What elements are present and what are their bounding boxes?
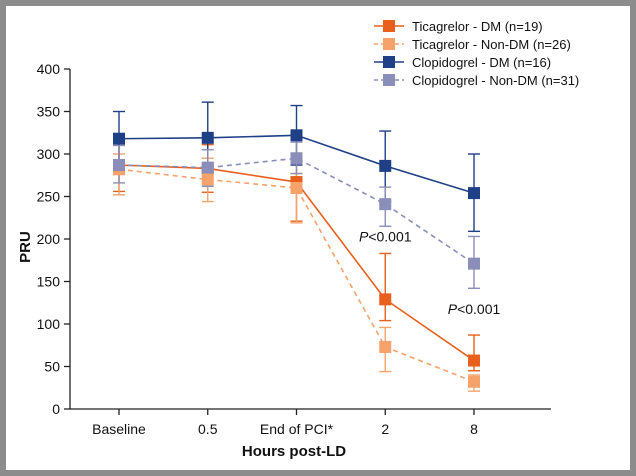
legend-label: Clopidogrel - Non-DM (n=31) <box>412 73 579 88</box>
x-axis-title: Hours post-LD <box>242 443 346 460</box>
legend-marker <box>383 56 395 68</box>
data-point-marker <box>201 161 214 174</box>
data-point-marker <box>290 182 303 194</box>
legend-label: Clopidogrel - DM (n=16) <box>412 55 551 70</box>
data-point-marker <box>201 173 214 186</box>
x-tick-label: 8 <box>470 421 478 437</box>
y-tick-label: 50 <box>44 359 60 375</box>
data-point-marker <box>468 354 480 367</box>
y-axis-title: PRU <box>17 231 34 263</box>
y-tick-label: 400 <box>37 61 61 77</box>
legend-label: Ticagrelor - Non-DM (n=26) <box>412 37 571 52</box>
data-point-marker <box>468 187 480 200</box>
legend-label: Ticagrelor - DM (n=19) <box>412 19 543 34</box>
data-point-marker <box>290 152 303 165</box>
x-tick-label: End of PCI* <box>260 421 334 437</box>
data-point-marker <box>290 129 303 142</box>
x-tick-label: 0.5 <box>198 421 218 437</box>
legend-marker <box>383 38 395 50</box>
data-point-marker <box>379 340 392 353</box>
data-point-marker <box>468 257 480 270</box>
p-value-annotation: P<0.001 <box>448 301 501 317</box>
error-bars <box>113 101 480 392</box>
y-tick-label: 250 <box>37 189 61 205</box>
data-point-marker <box>113 159 125 172</box>
y-tick-label: 150 <box>37 274 61 290</box>
y-tick-label: 300 <box>37 146 61 162</box>
data-point-marker <box>379 293 392 306</box>
x-tick-label: 2 <box>381 421 389 437</box>
data-point-marker <box>468 375 480 388</box>
p-value-annotation: P<0.001 <box>359 229 412 245</box>
y-tick-label: 0 <box>52 401 60 417</box>
data-point-marker <box>379 198 392 211</box>
y-tick-label: 200 <box>37 231 61 247</box>
x-tick-label: Baseline <box>92 421 146 437</box>
series-markers <box>113 129 480 388</box>
annotations: P<0.001 P<0.001 <box>359 229 501 317</box>
data-point-marker <box>379 159 392 172</box>
data-point-marker <box>201 131 214 144</box>
data-point-marker <box>113 132 125 145</box>
legend-marker <box>383 20 395 32</box>
line-chart: 0 50 100 150 200 250 300 350 400 Baseline 0.5 End o… <box>17 19 579 460</box>
y-tick-label: 350 <box>37 104 61 120</box>
y-tick-label: 100 <box>37 316 61 332</box>
legend-marker <box>383 74 395 86</box>
axes: 0 50 100 150 200 250 300 350 400 Baseline 0.5 End o… <box>37 61 551 437</box>
legend: Ticagrelor - DM (n=19) Ticagrelor - Non-D… <box>374 19 579 88</box>
